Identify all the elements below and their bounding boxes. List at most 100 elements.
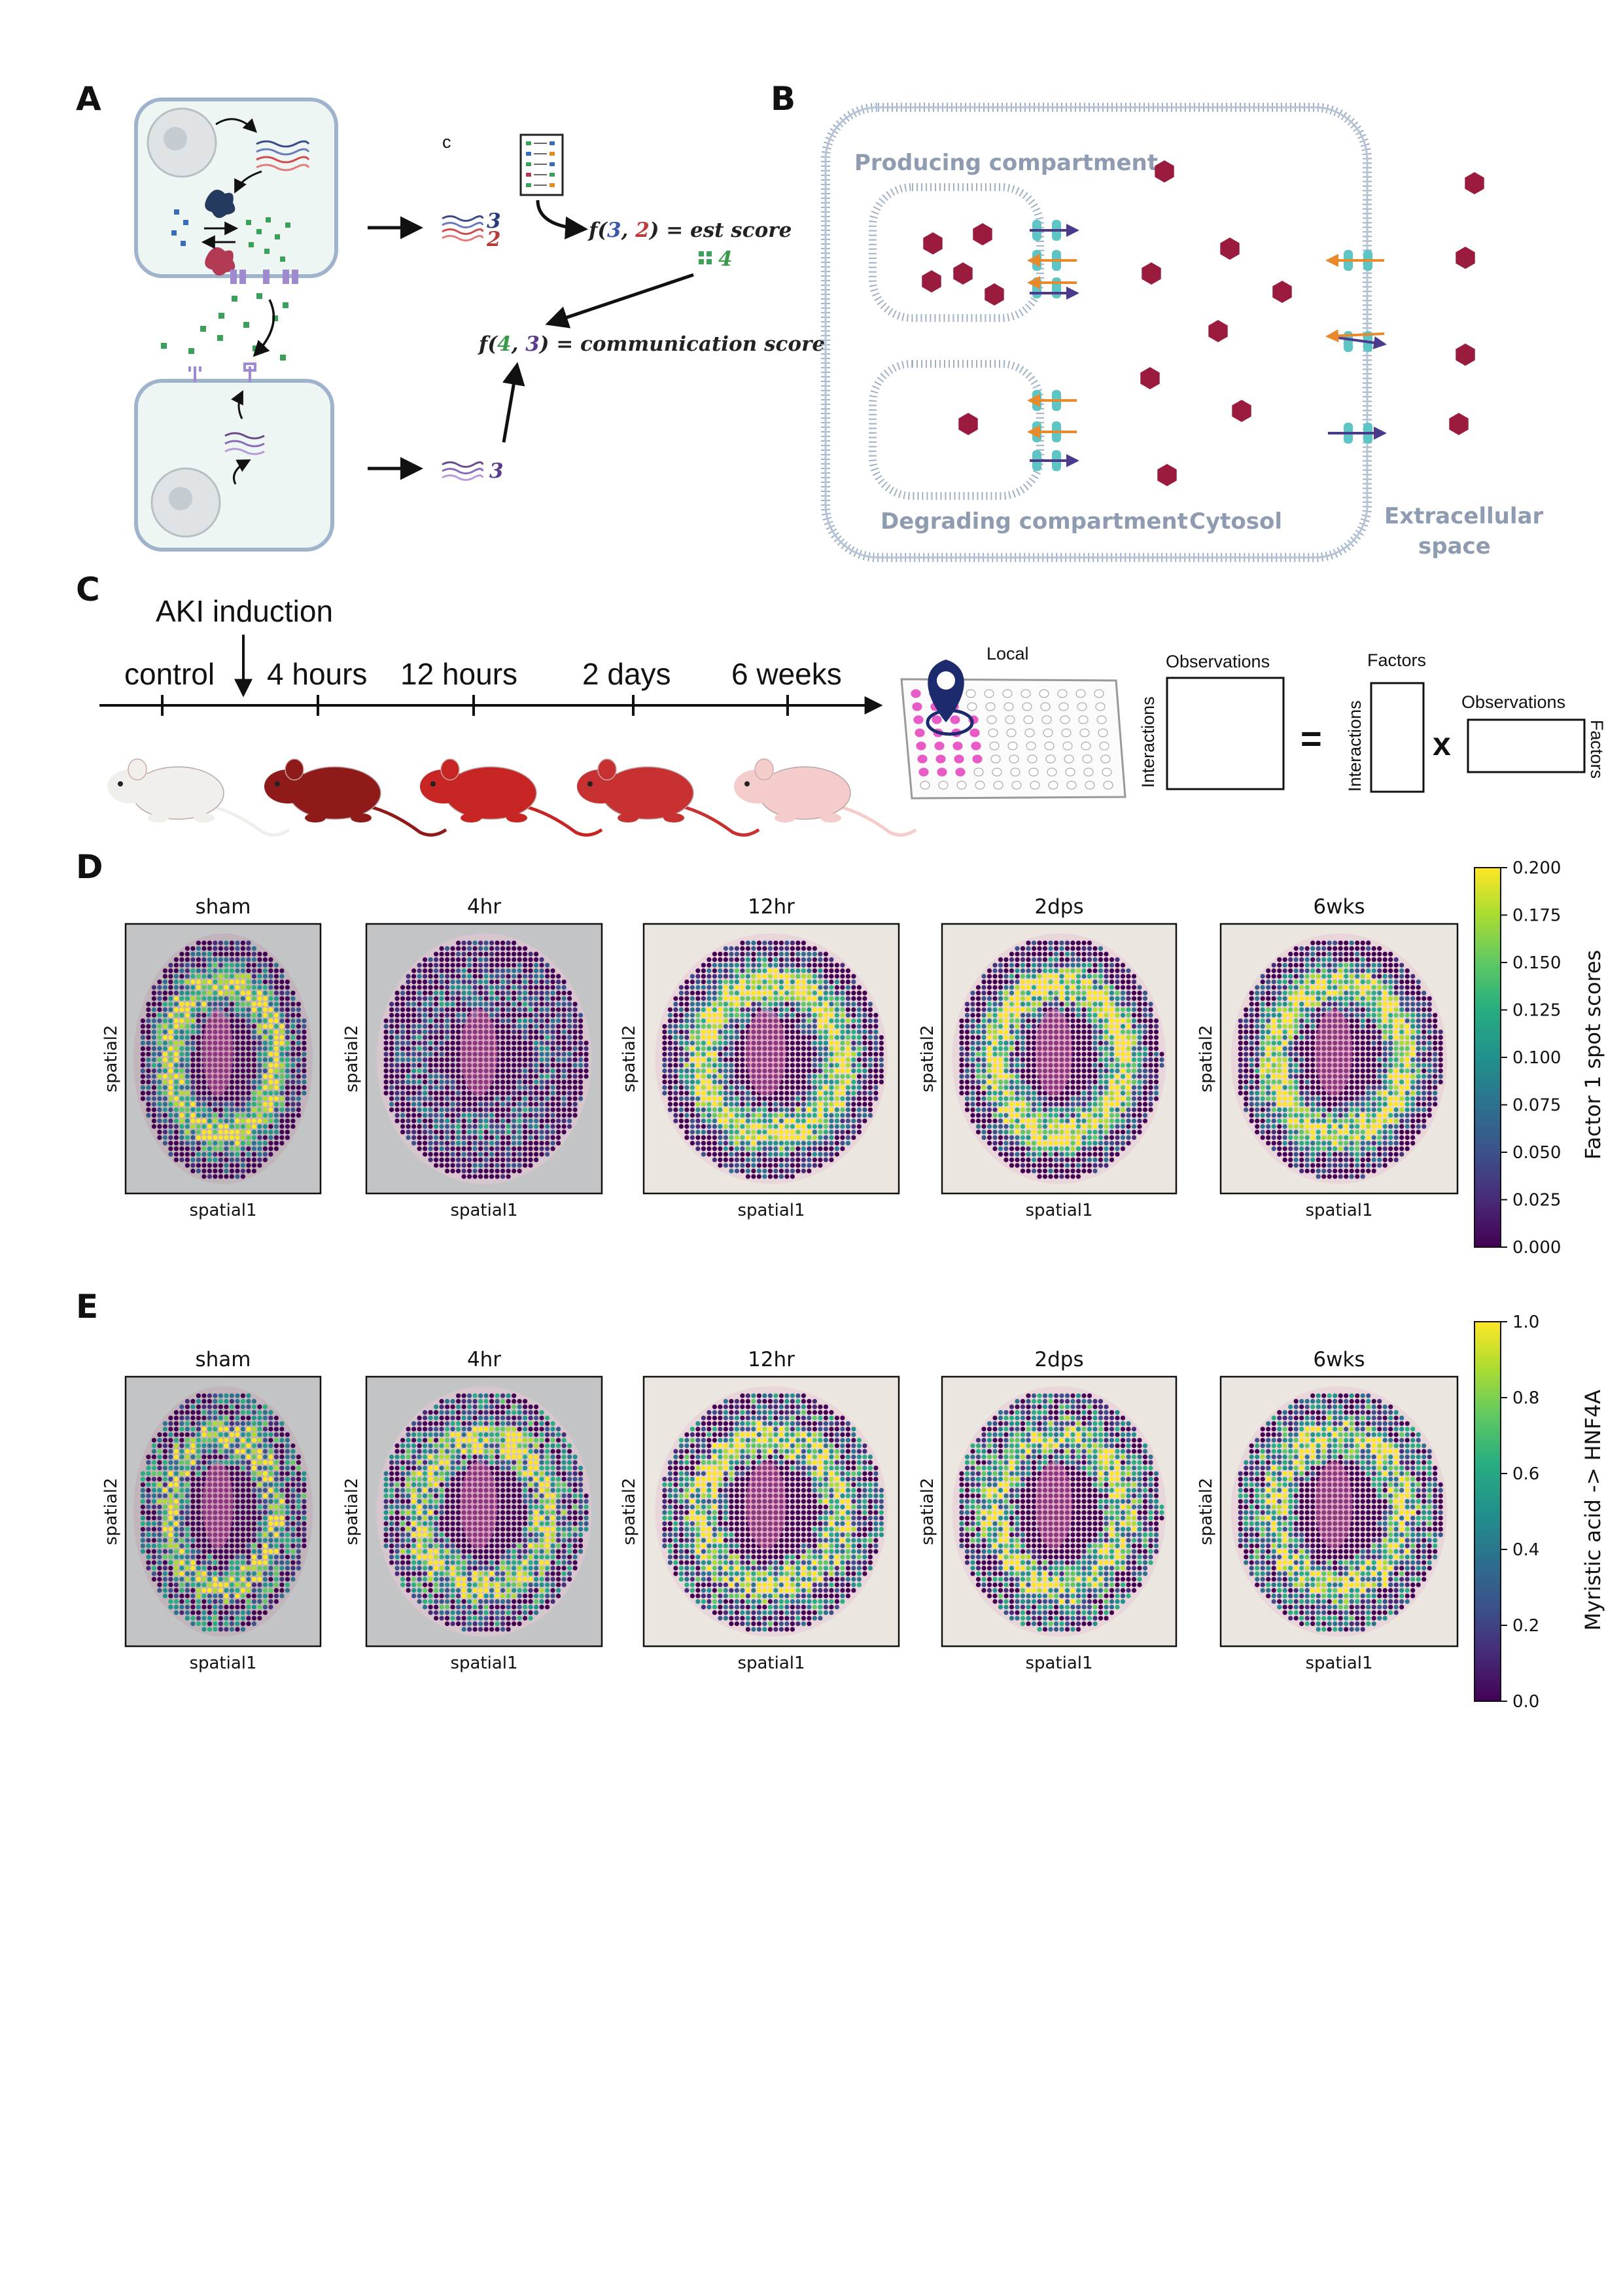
spot	[1131, 1024, 1137, 1029]
chip-spot	[967, 702, 977, 711]
spot	[201, 1024, 207, 1029]
spot	[389, 1063, 394, 1068]
spot	[539, 1029, 544, 1034]
spot	[1031, 1080, 1037, 1085]
spot	[578, 1096, 584, 1101]
spot	[523, 1069, 528, 1074]
spot	[1059, 963, 1064, 968]
spot	[456, 1002, 461, 1007]
spot	[981, 1107, 986, 1112]
spot	[1092, 1018, 1098, 1023]
spot	[224, 996, 229, 1001]
spot	[400, 1046, 406, 1051]
spot	[778, 1157, 784, 1163]
spot	[1092, 1007, 1098, 1012]
spot	[1087, 946, 1092, 951]
spot	[184, 991, 190, 996]
spot	[495, 1018, 500, 1023]
spot	[196, 985, 201, 990]
spot	[246, 940, 251, 945]
spot	[240, 1157, 245, 1163]
spot	[862, 1029, 867, 1034]
spot	[767, 963, 773, 968]
spot	[229, 1063, 234, 1068]
spot	[1104, 1029, 1109, 1034]
spot	[689, 1029, 695, 1034]
spot	[673, 1102, 678, 1107]
spot	[578, 1063, 584, 1068]
spot	[773, 1040, 778, 1046]
spot	[383, 1074, 389, 1079]
spot	[1131, 1040, 1137, 1046]
mouse-eye	[744, 781, 750, 786]
spot	[235, 963, 240, 968]
spot	[745, 1174, 750, 1179]
spot	[1109, 1040, 1115, 1046]
spot	[851, 1107, 856, 1112]
spot	[506, 963, 511, 968]
factors-label-top: Factors	[1367, 650, 1426, 670]
spot	[667, 1074, 672, 1079]
spot	[1037, 968, 1042, 974]
spot	[1037, 1113, 1042, 1118]
spot	[1042, 1107, 1048, 1112]
spot	[179, 1102, 184, 1107]
spot	[389, 1091, 394, 1096]
spot	[1064, 1091, 1070, 1096]
spot	[1031, 940, 1037, 945]
spot	[528, 1063, 533, 1068]
spot	[1037, 1096, 1042, 1101]
spot	[428, 1113, 433, 1118]
spot	[734, 1169, 739, 1174]
spot	[550, 985, 555, 990]
spot	[201, 1085, 207, 1090]
spot	[751, 1051, 756, 1057]
spot	[778, 1018, 784, 1023]
spot	[1148, 1046, 1153, 1051]
spot	[1081, 980, 1087, 985]
mouse-ear	[597, 758, 617, 781]
spot	[450, 1069, 455, 1074]
spot	[190, 980, 196, 985]
spot	[517, 1107, 522, 1112]
spot	[489, 1124, 495, 1129]
spot	[784, 1091, 790, 1096]
spot	[406, 1018, 411, 1023]
spot	[678, 1124, 684, 1129]
spot	[662, 1035, 667, 1040]
spot	[1048, 1102, 1053, 1107]
spot	[207, 957, 212, 963]
spot	[389, 1046, 394, 1051]
spot	[840, 1129, 845, 1135]
spot	[778, 1169, 784, 1174]
spot	[823, 1040, 828, 1046]
spot	[240, 1018, 245, 1023]
spot	[296, 1035, 301, 1040]
spot	[718, 1013, 723, 1018]
spot	[151, 1074, 156, 1079]
spot	[251, 1057, 256, 1063]
spot	[235, 951, 240, 957]
spot	[240, 1169, 245, 1174]
spot	[290, 1107, 296, 1112]
spot	[678, 1035, 684, 1040]
spot	[778, 1007, 784, 1012]
spot	[1015, 1013, 1020, 1018]
spot	[478, 1051, 483, 1057]
spot	[184, 1096, 190, 1101]
chip-spot	[1081, 741, 1091, 751]
spot	[867, 1013, 873, 1018]
spot	[801, 974, 806, 979]
spot	[840, 1040, 845, 1046]
spot	[550, 1018, 555, 1023]
spot	[467, 951, 472, 957]
spot	[729, 1080, 734, 1085]
spot	[718, 1002, 723, 1007]
spot	[707, 996, 712, 1001]
spot	[500, 968, 506, 974]
spot	[279, 1051, 285, 1057]
spot	[224, 968, 229, 974]
spot	[229, 1096, 234, 1101]
spot	[1075, 1018, 1081, 1023]
spot	[262, 1024, 268, 1029]
